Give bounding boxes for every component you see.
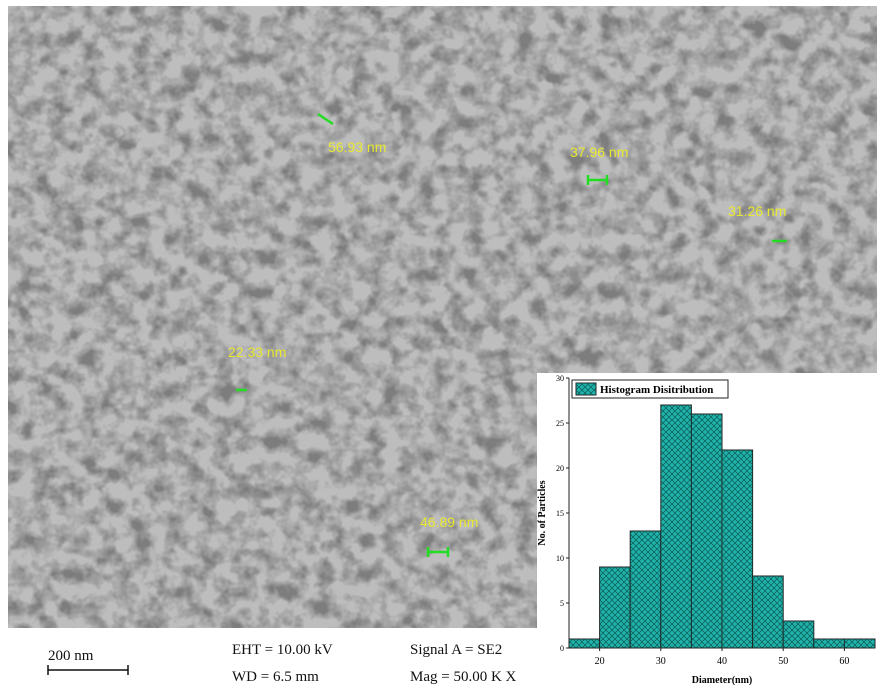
bar-hatch [661,405,692,648]
legend-label: Histogram Disitribution [600,384,713,396]
figure: 56.93 nm 37.96 nm 31.26 nm 22.33 nm 46.8… [0,0,877,689]
bar-hatch [691,414,722,648]
y-tick-label: 30 [556,374,564,383]
eht: EHT = 10.00 kV [232,642,333,658]
scale-bar-label: 200 nm [48,648,94,664]
y-tick-label: 25 [556,419,564,428]
bar-hatch [844,639,875,648]
measurement-label: 31.26 nm [728,203,786,219]
measurement-label: 22.33 nm [228,344,286,360]
measurement-label: 56.93 nm [328,139,386,155]
mag: Mag = 50.00 K X [410,669,517,685]
bar-hatch [630,531,661,648]
x-tick-label: 30 [656,656,666,667]
x-tick-label: 60 [839,656,849,667]
bar-hatch [569,639,600,648]
bar-hatch [814,639,845,648]
bar-hatch [600,567,631,648]
bar-hatch [753,576,784,648]
wd: WD = 6.5 mm [232,669,319,685]
info-bar: 200 nm EHT = 10.00 kV WD = 6.5 mm Signal… [48,642,517,685]
bar-hatch [722,450,753,648]
signal: Signal A = SE2 [410,642,502,658]
measurement-label: 46.89 nm [420,514,478,530]
measurement-label: 37.96 nm [570,144,628,160]
x-tick-label: 20 [595,656,605,667]
y-tick-label: 0 [560,644,564,653]
legend-swatch-hatch [576,383,596,395]
y-tick-label: 10 [556,554,564,563]
y-tick-label: 5 [560,599,564,608]
y-tick-label: 15 [556,509,564,518]
y-tick-label: 20 [556,464,564,473]
y-axis-label: No. of Particles [537,480,548,545]
scale-bar [48,665,128,675]
bar-hatch [783,621,814,648]
x-tick-label: 50 [778,656,788,667]
x-axis-label: Diameter(nm) [692,675,753,686]
x-tick-label: 40 [717,656,727,667]
